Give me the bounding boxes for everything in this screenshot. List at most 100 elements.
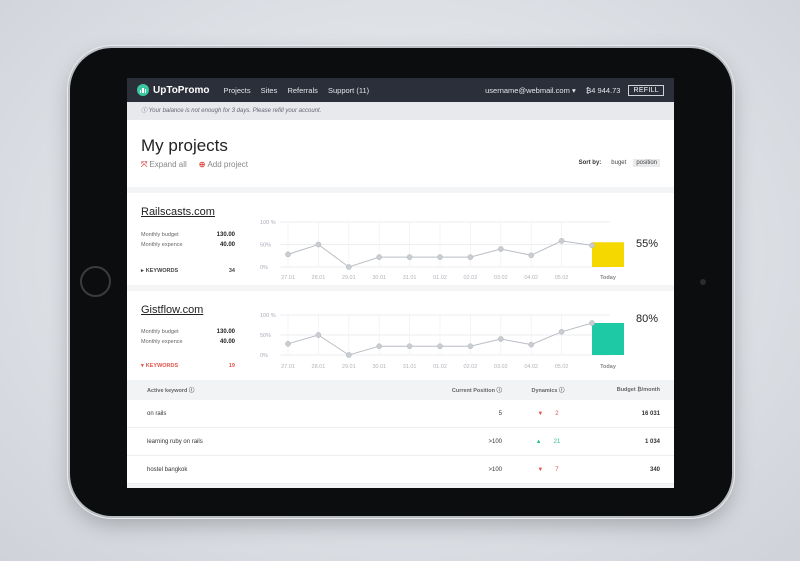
y-tick-label: 50% [260,333,271,339]
info-icon: ⓘ [559,388,565,394]
x-tick-label: 28.01 [312,364,326,370]
dynamics-value: 21 [553,438,561,445]
user-email: username@webmail.com [485,85,570,95]
keyword-cell: hostel bangkok [147,466,188,473]
project-chart: 100 % 50% 0% 27.01 28.01 29.01 30.01 31.01 01.02… [260,220,624,281]
x-tick-label: 04.02 [524,275,538,281]
x-tick-label: 03.02 [494,364,508,370]
today-percent: 55% [635,238,658,250]
y-tick-label: 100 % [260,220,276,226]
nav-sites[interactable]: Sites [260,85,278,95]
project-title[interactable]: Gistflow.com [141,304,204,316]
add-project-button[interactable]: ⊕ Add project [199,160,248,170]
data-point [589,320,595,326]
expense-label: Monthly expence [141,242,183,248]
expand-all-button[interactable]: ⤧ Expand all [141,160,187,170]
y-tick-label: 50% [260,243,271,249]
keywords-count: 34 [228,268,235,274]
table-row[interactable]: learning ruby on rails >100 ▲ 21 1 034 [127,428,674,456]
keyword-cell: learning ruby on rails [147,438,203,445]
down-arrow-icon: ▼ [537,410,544,417]
column-header[interactable]: Budget ₿/month [616,387,660,393]
x-tick-label: 01.02 [433,364,447,370]
page-title: My projects [141,136,228,155]
sort-label: Sort by: [578,160,602,166]
expense-label: Monthly expence [141,339,183,345]
expand-all-label: Expand all [149,160,187,169]
chevron-down-icon: ▾ [141,363,144,369]
camera-icon [700,279,706,285]
data-point [558,328,565,335]
data-point [589,242,595,249]
data-point [315,332,322,338]
data-point [406,254,413,260]
refill-button[interactable]: REFILL [628,84,664,96]
table-header: Active keyword ⓘ Current Position ⓘ Dyna… [127,380,674,400]
down-arrow-icon: ▼ [537,466,544,473]
project-chart: 100 % 50% 0% 27.01 28.01 29.01 30.01 31.01 01.02… [260,313,624,370]
y-tick-label: 0% [260,265,268,271]
main-nav: Projects Sites Referrals Support (11) [223,86,377,95]
keywords-label: KEYWORDS [145,268,179,274]
data-point [285,340,291,347]
nav-referrals[interactable]: Referrals [287,85,318,95]
table-row[interactable]: on rails 5 ▼ 2 16 031 [127,400,674,428]
table-row[interactable]: hostel bangkok >100 ▼ 7 340 [127,456,674,484]
project-title[interactable]: Railscasts.com [141,206,215,218]
data-point [406,343,413,350]
chevron-right-icon: ▸ [141,268,144,274]
x-tick-label: 05.02 [555,275,569,281]
position-cell: >100 [488,466,502,473]
budget-value: 130.00 [216,232,235,238]
data-point [437,254,443,260]
dynamics-value: 2 [555,410,559,417]
user-menu[interactable]: username@webmail.com ▾ [485,86,576,95]
nav-projects[interactable]: Projects [223,85,251,95]
logo-text: UpToPromo [153,84,210,96]
x-tick-label: 03.02 [494,275,508,281]
home-button[interactable] [80,266,111,297]
nav-support[interactable]: Support (11) [327,85,370,95]
up-arrow-icon: ▲ [535,438,542,445]
y-tick-label: 0% [260,353,268,359]
top-navbar: UpToPromo Projects Sites Referrals Suppo… [127,78,674,102]
data-point [315,241,322,248]
data-point [528,252,535,259]
account-balance: ₿4 944.73 [585,85,621,95]
keywords-label: KEYWORDS [145,363,179,369]
data-point [345,352,352,358]
x-tick-label: 30.01 [372,275,386,281]
keywords-toggle[interactable]: ▸ KEYWORDS 34 [141,268,235,274]
x-tick-label: 31.01 [403,364,417,370]
sort-option-budget[interactable]: buget [611,160,627,166]
budget-label: Monthly budget [141,329,179,335]
x-tick-label: 04.02 [524,364,538,370]
x-tick-label: 01.02 [433,275,447,281]
x-tick-label: Today [600,364,617,370]
column-header[interactable]: Active keyword [147,388,188,394]
sort-option-position[interactable]: position [633,159,660,167]
data-point [497,336,504,342]
column-header[interactable]: Dynamics [531,388,558,394]
logo[interactable]: UpToPromo [137,84,209,96]
info-icon: ⓘ [188,388,195,394]
data-point [558,238,565,244]
data-point [497,246,504,252]
logo-icon [137,84,149,96]
info-icon: ⓘ [496,388,502,394]
x-tick-label: 28.01 [312,275,326,281]
expense-value: 40.00 [219,339,235,345]
notice-text: Your balance is not enough for 3 days. P… [148,108,322,114]
x-tick-label: 27.01 [281,364,295,370]
add-icon: ⊕ [198,160,206,169]
data-point [467,343,474,350]
add-project-label: Add project [207,160,248,169]
column-header[interactable]: Current Position [451,388,495,394]
keywords-toggle[interactable]: ▾ KEYWORDS 19 [141,363,235,369]
data-point [345,264,352,270]
data-point [528,341,535,348]
app-screen: UpToPromo Projects Sites Referrals Suppo… [127,78,674,488]
data-point [437,343,443,350]
x-tick-label: 29.01 [342,364,356,370]
data-point [376,343,383,350]
